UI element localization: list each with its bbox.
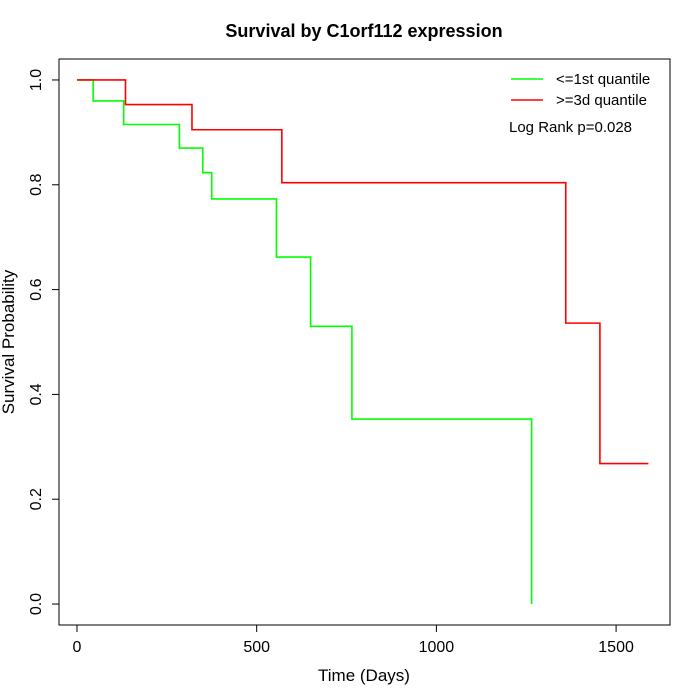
legend-label: <=1st quantile [556,71,650,88]
x-tick-label: 0 [73,639,82,656]
y-tick-label: 0.2 [28,488,45,510]
y-tick-label: 1.0 [28,69,45,91]
y-axis: 0.0 0.2 0.4 0.6 0.8 1.0 [28,69,60,615]
y-tick-label: 0.6 [28,278,45,300]
y-tick-label: 0.4 [28,383,45,405]
x-axis-label: Time (Days) [318,666,410,685]
series-line-2 [76,79,649,465]
series-layer [76,79,649,605]
series-line-1 [76,79,533,605]
chart-title: Survival by C1orf112 expression [225,21,502,41]
y-axis-label: Survival Probability [0,269,18,414]
x-tick-label: 1500 [598,639,634,656]
x-tick-label: 500 [243,639,270,656]
y-tick-label: 0.0 [28,593,45,615]
y-tick-label: 0.8 [28,174,45,196]
x-tick-label: 1000 [419,639,455,656]
x-axis: 0 500 1000 1500 [73,624,634,656]
legend-label: >=3d quantile [556,92,647,109]
plot-frame [58,58,671,626]
legend: <=1st quantile >=3d quantile [511,71,650,109]
log-rank-annotation: Log Rank p=0.028 [509,119,632,136]
